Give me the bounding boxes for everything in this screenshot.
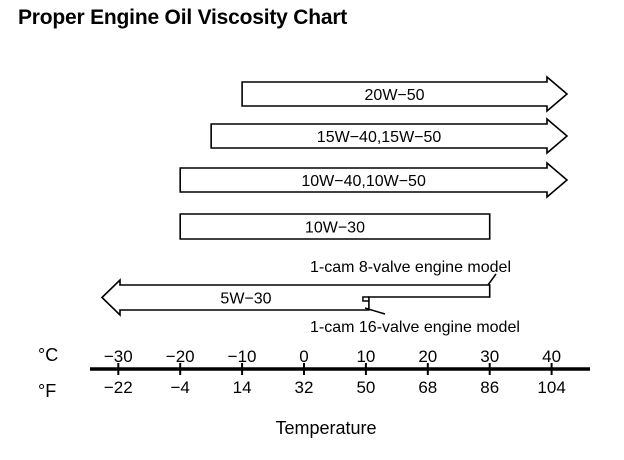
celsius-tick-label: −10 bbox=[228, 347, 257, 366]
annotation-16-valve-leader bbox=[364, 307, 386, 315]
x-axis-label: Temperature bbox=[275, 418, 376, 438]
celsius-tick-label: −30 bbox=[104, 347, 133, 366]
fahrenheit-tick-label: −22 bbox=[104, 378, 133, 397]
fahrenheit-tick-label: 68 bbox=[418, 378, 437, 397]
oil-range-label: 15W−40,15W−50 bbox=[317, 129, 442, 146]
celsius-tick-label: 0 bbox=[299, 347, 308, 366]
celsius-tick-label: 10 bbox=[356, 347, 375, 366]
oil-range-bar-20w-50 bbox=[241, 75, 569, 113]
celsius-tick-label: 40 bbox=[542, 347, 561, 366]
fahrenheit-tick-label: 104 bbox=[537, 378, 565, 397]
celsius-unit-label: °C bbox=[38, 345, 58, 365]
oil-range-label: 10W−30 bbox=[305, 220, 365, 237]
celsius-tick-label: −20 bbox=[166, 347, 195, 366]
fahrenheit-tick-label: 14 bbox=[233, 378, 252, 397]
fahrenheit-unit-label: °F bbox=[38, 381, 56, 401]
fahrenheit-tick-label: 50 bbox=[356, 378, 375, 397]
oil-range-bar-5w-30 bbox=[100, 278, 491, 317]
oil-range-bar-15w-40-15w-50 bbox=[210, 117, 569, 155]
oil-range-label: 20W−50 bbox=[365, 87, 425, 104]
oil-range-label: 10W−40,10W−50 bbox=[301, 173, 426, 190]
oil-range-bar-10w-40-10w-50 bbox=[179, 161, 569, 199]
annotation-8-valve: 1-cam 8-valve engine model bbox=[310, 259, 511, 276]
fahrenheit-tick-label: 86 bbox=[480, 378, 499, 397]
oil-range-label: 5W−30 bbox=[220, 291, 271, 308]
fahrenheit-tick-label: −4 bbox=[171, 378, 190, 397]
annotation-16-valve: 1-cam 16-valve engine model bbox=[310, 319, 520, 336]
oil-range-bar-10w-30 bbox=[179, 213, 491, 240]
chart-title: Proper Engine Oil Viscosity Chart bbox=[18, 6, 348, 29]
fahrenheit-tick-label: 32 bbox=[295, 378, 314, 397]
celsius-tick-label: 20 bbox=[418, 347, 437, 366]
step-hook bbox=[362, 296, 369, 302]
celsius-tick-label: 30 bbox=[480, 347, 499, 366]
annotation-8-valve-leader bbox=[487, 273, 497, 286]
